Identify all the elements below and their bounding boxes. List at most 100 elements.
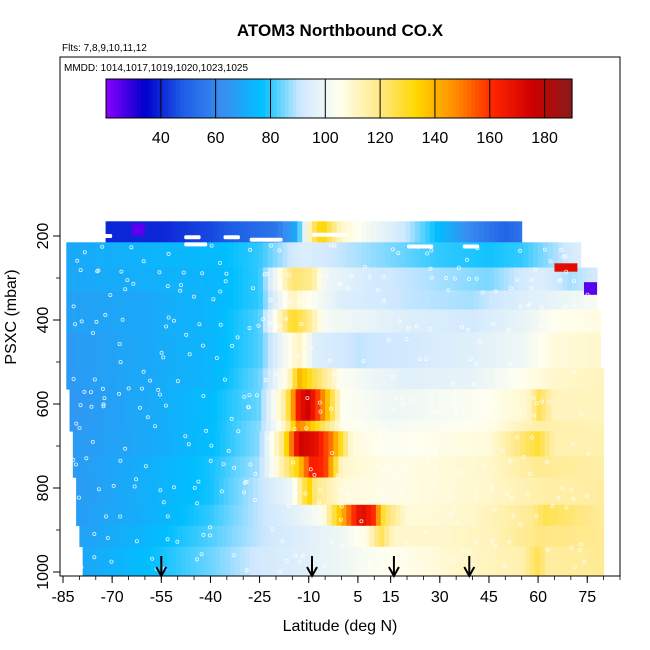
heatmap-cell xyxy=(316,368,323,390)
heatmap-cell xyxy=(274,456,280,478)
heatmap-cell xyxy=(390,504,397,527)
heatmap-cell xyxy=(369,525,375,548)
sample-point xyxy=(556,496,561,501)
heatmap-cell xyxy=(416,546,423,576)
heatmap-cell xyxy=(253,290,259,310)
heatmap-cell xyxy=(156,456,162,478)
sample-point xyxy=(247,326,252,331)
x-axis: -85 -70 -55 -40 -25 -10 5 15 30 45 60 75 xyxy=(51,576,621,606)
heatmap-cell xyxy=(407,431,413,457)
heatmap-cell xyxy=(331,504,338,527)
heatmap-cell xyxy=(370,267,377,291)
colorbar-swatch xyxy=(269,79,274,118)
heatmap-cell xyxy=(428,525,434,548)
heatmap-cell xyxy=(385,477,392,506)
heatmap-cell xyxy=(479,477,485,506)
heatmap-cell xyxy=(228,309,234,333)
heatmap-cell xyxy=(297,477,303,506)
white-streak xyxy=(249,237,283,242)
heatmap-cell xyxy=(272,221,279,243)
sample-point xyxy=(400,463,405,468)
heatmap-cell xyxy=(266,525,272,548)
heatmap-cell xyxy=(190,431,197,457)
heatmap-cell xyxy=(574,431,580,457)
heatmap-cell xyxy=(444,368,451,390)
heatmap-cell xyxy=(488,477,495,506)
heatmap-cell xyxy=(280,389,287,422)
colorbar-swatch xyxy=(478,79,484,118)
heatmap-cell xyxy=(125,309,131,333)
x-axis-tick-label: 15 xyxy=(382,589,400,606)
heatmap-cell xyxy=(497,525,503,548)
heatmap-cell xyxy=(203,267,210,291)
heatmap-cell xyxy=(384,389,390,422)
heatmap-cell xyxy=(464,309,470,333)
heatmap-cell xyxy=(95,368,102,390)
heatmap-cell xyxy=(128,389,134,422)
heatmap-cell xyxy=(439,504,446,527)
heatmap-cell xyxy=(413,420,419,432)
heatmap-cell xyxy=(351,368,357,390)
colorbar-swatch xyxy=(498,79,503,118)
heatmap-cell xyxy=(257,290,264,310)
heatmap-cell xyxy=(495,456,501,478)
sample-point xyxy=(207,533,212,538)
sample-point xyxy=(327,358,332,363)
heatmap-cell xyxy=(272,290,279,310)
heatmap-cell xyxy=(484,504,490,527)
heatmap-cell xyxy=(89,420,95,432)
heatmap-cell xyxy=(511,389,518,422)
heatmap-cell xyxy=(185,456,192,478)
heatmap-cell xyxy=(174,309,180,333)
heatmap-cell xyxy=(438,525,444,548)
heatmap-cell xyxy=(592,332,598,369)
heatmap-cell xyxy=(126,431,133,457)
heatmap-cell xyxy=(390,309,397,333)
heatmap-cell xyxy=(179,332,185,369)
heatmap-cell xyxy=(135,368,141,390)
heatmap-cell xyxy=(411,431,418,457)
colorbar-swatch xyxy=(428,79,433,118)
heatmap-cell xyxy=(420,267,426,291)
colorbar-swatch xyxy=(494,79,499,118)
heatmap-cell xyxy=(380,290,387,310)
heatmap-cell xyxy=(449,477,456,506)
heatmap-cell xyxy=(520,456,526,478)
heatmap-cell xyxy=(135,477,141,506)
sample-point xyxy=(571,442,576,447)
heatmap-cell xyxy=(298,431,305,457)
heatmap-cell xyxy=(429,290,436,310)
heatmap-cell xyxy=(149,477,156,506)
heatmap-cell xyxy=(403,420,410,432)
heatmap-cell xyxy=(357,456,364,478)
sample-point xyxy=(584,249,589,254)
heatmap-cell xyxy=(279,456,285,478)
heatmap-cell xyxy=(213,242,220,268)
heatmap-cell xyxy=(410,368,416,390)
heatmap-cell xyxy=(567,309,573,333)
heatmap-cell xyxy=(492,420,498,432)
sample-point xyxy=(493,400,498,405)
heatmap-cell xyxy=(257,368,264,390)
heatmap-cell xyxy=(410,267,416,291)
heatmap-cell xyxy=(552,290,559,310)
heatmap-cell xyxy=(420,368,426,390)
sample-point xyxy=(141,259,146,264)
heatmap-cell xyxy=(262,267,269,291)
heatmap-cell xyxy=(320,420,326,432)
heatmap-cell xyxy=(493,267,500,291)
heatmap-cell xyxy=(92,456,98,478)
sample-point xyxy=(197,322,202,327)
heatmap-cell xyxy=(144,368,151,390)
sample-point xyxy=(223,279,228,284)
heatmap-cell xyxy=(552,309,559,333)
heatmap-cell xyxy=(361,242,367,268)
heatmap-cell xyxy=(379,389,385,422)
heatmap-cell xyxy=(597,309,601,333)
heatmap-cell xyxy=(475,431,482,457)
heatmap-cell xyxy=(302,332,308,369)
heatmap-cell xyxy=(588,456,595,478)
heatmap-cell xyxy=(487,420,493,432)
colorbar-swatch xyxy=(133,79,138,118)
heatmap-cell xyxy=(374,389,380,422)
